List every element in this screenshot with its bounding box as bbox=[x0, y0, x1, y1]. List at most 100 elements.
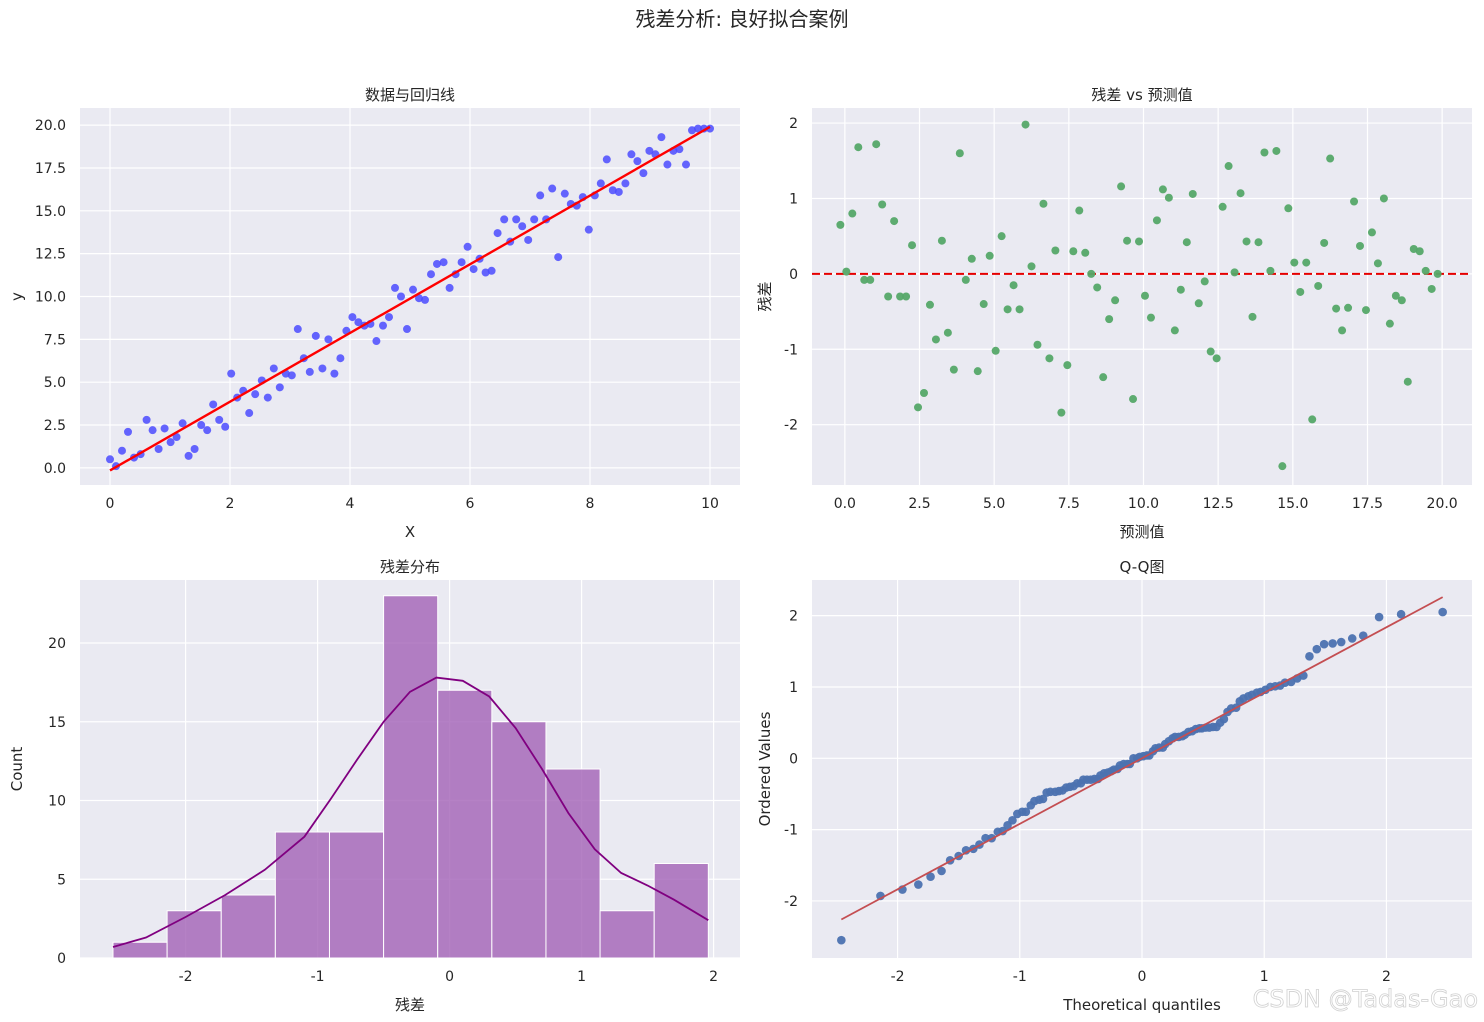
data-point bbox=[1045, 354, 1054, 363]
data-point bbox=[1212, 354, 1221, 363]
data-point bbox=[663, 160, 672, 169]
regression-y-label: y bbox=[8, 292, 26, 301]
data-point bbox=[166, 438, 175, 447]
residual-vs-predicted-x-tick-label: 2.5 bbox=[908, 496, 930, 512]
data-point bbox=[1158, 185, 1167, 194]
regression-y-tick-label: 5.0 bbox=[44, 375, 66, 391]
residual-vs-predicted-grid bbox=[812, 108, 1472, 485]
data-point bbox=[1415, 247, 1424, 256]
data-point bbox=[1320, 238, 1329, 247]
residual-vs-predicted-y-tick-label: 0 bbox=[789, 267, 798, 283]
residual-vs-predicted-x-tick-label: 20.0 bbox=[1427, 496, 1458, 512]
residual-histogram-y-tick-label: 0 bbox=[57, 951, 66, 967]
data-point bbox=[263, 393, 272, 402]
kde-curve bbox=[112, 676, 709, 948]
data-point bbox=[890, 217, 899, 226]
data-point bbox=[287, 371, 296, 380]
regression-x-tick-label: 0 bbox=[106, 496, 115, 512]
data-point bbox=[118, 446, 126, 455]
qq-plot-fit-line bbox=[840, 596, 1444, 921]
residual-vs-predicted-y-tick-label: 1 bbox=[789, 191, 798, 207]
qq-plot-y-label: Ordered Values bbox=[756, 711, 774, 826]
data-point bbox=[688, 126, 696, 135]
histogram-bar bbox=[328, 831, 385, 959]
data-point bbox=[1140, 291, 1149, 300]
data-point bbox=[457, 258, 466, 267]
residual-vs-predicted-x-tick-label: 7.5 bbox=[1058, 496, 1080, 512]
data-point bbox=[536, 191, 545, 200]
data-point bbox=[1224, 162, 1233, 171]
data-point bbox=[1344, 303, 1353, 312]
data-point bbox=[1038, 794, 1048, 804]
data-point bbox=[997, 232, 1006, 241]
data-point bbox=[1039, 199, 1048, 208]
data-point bbox=[1206, 347, 1215, 356]
data-point bbox=[902, 292, 911, 301]
data-point bbox=[584, 225, 593, 234]
data-point bbox=[1152, 216, 1161, 225]
data-point bbox=[481, 268, 490, 277]
data-point bbox=[548, 184, 557, 193]
histogram-bar bbox=[491, 721, 547, 959]
data-point bbox=[991, 346, 1000, 355]
data-point bbox=[1015, 305, 1024, 314]
qq-plot-y-tick-label: 0 bbox=[789, 751, 798, 767]
residual-histogram-x-tick-label: -1 bbox=[311, 969, 325, 985]
data-point bbox=[439, 258, 448, 267]
residual-histogram-y-label: Count bbox=[8, 747, 26, 792]
data-point bbox=[837, 935, 846, 945]
data-point bbox=[1069, 247, 1078, 256]
regression-points bbox=[106, 124, 714, 471]
regression-y-tick-label: 0.0 bbox=[44, 461, 66, 477]
data-point bbox=[1057, 408, 1066, 417]
data-point bbox=[330, 369, 339, 378]
qq-plot-panel: Q-Q图 Theoretical quantiles Ordered Value… bbox=[756, 558, 1472, 1014]
data-point bbox=[487, 266, 496, 275]
data-point bbox=[427, 270, 435, 279]
qq-plot-x-tick-label: 2 bbox=[1382, 969, 1391, 985]
data-point bbox=[293, 325, 302, 334]
data-point bbox=[919, 389, 928, 398]
residual-histogram-bars bbox=[112, 595, 709, 959]
data-point bbox=[1356, 241, 1365, 250]
data-point bbox=[1379, 194, 1388, 203]
histogram-bar bbox=[437, 689, 493, 959]
data-point bbox=[896, 292, 905, 301]
regression-y-tick-label: 15.0 bbox=[35, 204, 66, 220]
data-point bbox=[1373, 259, 1382, 268]
qq-plot-x-tick-label: 1 bbox=[1260, 969, 1269, 985]
data-point bbox=[354, 318, 363, 327]
data-point bbox=[1182, 238, 1191, 247]
residual-vs-predicted-y-label: 残差 bbox=[756, 281, 774, 311]
regression-fit-line bbox=[109, 125, 711, 472]
data-point bbox=[463, 242, 472, 251]
residual-histogram-x-tick-label: 0 bbox=[445, 969, 454, 985]
regression-y-tick-label: 17.5 bbox=[35, 161, 66, 177]
data-point bbox=[633, 157, 642, 166]
histogram-bar bbox=[383, 595, 439, 959]
data-point bbox=[305, 367, 314, 376]
data-point bbox=[415, 294, 423, 303]
data-point bbox=[1051, 246, 1060, 255]
data-point bbox=[937, 866, 946, 876]
data-point bbox=[1302, 258, 1311, 267]
data-point bbox=[1319, 639, 1329, 649]
data-point bbox=[1093, 283, 1102, 292]
data-point bbox=[931, 335, 940, 344]
qq-plot-title: Q-Q图 bbox=[1120, 558, 1165, 576]
data-point bbox=[1391, 291, 1400, 300]
data-point bbox=[1146, 313, 1155, 322]
data-point bbox=[866, 275, 875, 284]
data-point bbox=[1075, 206, 1084, 215]
residual-vs-predicted-y-tick-label: -1 bbox=[784, 342, 798, 358]
regression-x-tick-label: 8 bbox=[586, 496, 595, 512]
data-point bbox=[1326, 154, 1335, 163]
data-point bbox=[706, 124, 714, 133]
residual-vs-predicted-x-label: 预测值 bbox=[1119, 523, 1164, 541]
histogram-bar bbox=[220, 894, 276, 959]
data-point bbox=[1200, 277, 1209, 286]
data-point bbox=[914, 403, 923, 412]
histogram-bar bbox=[274, 831, 330, 959]
data-point bbox=[949, 365, 958, 374]
